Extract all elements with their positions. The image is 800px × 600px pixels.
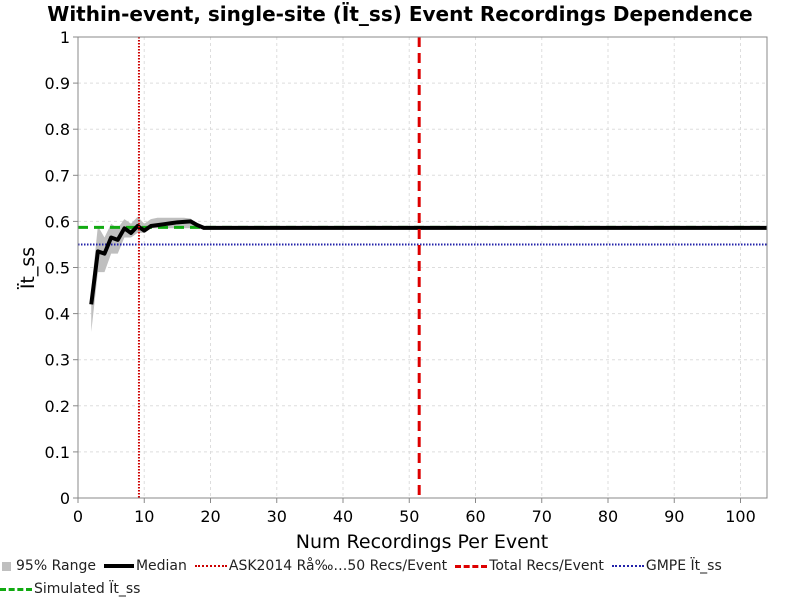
x-tick-label: 0 (73, 507, 83, 526)
chart-title: Within-event, single-site (Ït_ss) Event … (47, 2, 753, 26)
x-axis-label: Num Recordings Per Event (296, 531, 549, 553)
y-tick-label: 0.1 (45, 443, 70, 462)
legend-swatch-simulated (0, 582, 32, 596)
y-tick-label: 1 (60, 28, 70, 47)
legend-label-ask2014: ASK2014 Rå‰…50 Recs/Event (228, 558, 448, 574)
legend-swatch-range (0, 559, 32, 573)
y-tick-label: 0.5 (45, 259, 70, 278)
legend-swatch-ask2014 (194, 559, 227, 573)
y-axis-label: Ït_ss (16, 247, 39, 289)
legend-swatch-total-recs (455, 559, 488, 573)
x-tick-label: 40 (333, 507, 353, 526)
x-tick-label: 100 (725, 507, 756, 526)
x-tick-label: 60 (465, 507, 485, 526)
legend-swatch-gmpe (611, 559, 644, 573)
y-tick-label: 0.2 (45, 397, 70, 416)
x-tick-label: 20 (200, 507, 220, 526)
legend-label-total-recs: Total Recs/Event (489, 558, 604, 574)
legend-label-median: Median (135, 558, 187, 574)
legend-label-range: 95% Range (16, 558, 96, 574)
legend-label-gmpe: GMPE Ït_ss (645, 558, 722, 574)
legend-row-2: Simulated Ït_ss (0, 578, 148, 600)
chart-plot: 0 10 20 30 40 50 60 70 80 90 100 0 0.1 0.2 0.3 0.4 0.5 0.… (16, 28, 768, 553)
y-tick-label: 0.6 (45, 212, 70, 231)
y-tick-label: 0.3 (45, 351, 70, 370)
legend-item-median: Median (103, 558, 187, 574)
y-tick-label: 0.8 (45, 120, 70, 139)
y-tick-label: 0.7 (45, 166, 70, 185)
legend-swatch-median (103, 559, 134, 573)
legend-item-gmpe: GMPE Ït_ss (611, 558, 722, 574)
y-tick-label: 0 (60, 489, 70, 508)
legend-row-1: 95% Range Median ASK2014 Rå‰…50 Recs/Eve… (0, 555, 730, 577)
x-tick-label: 50 (399, 507, 419, 526)
legend-item-total-recs: Total Recs/Event (455, 558, 604, 574)
x-tick-label: 70 (532, 507, 552, 526)
y-tick-label: 0.9 (45, 74, 70, 93)
median-line (89, 219, 767, 305)
legend-item-ask2014: ASK2014 Rå‰…50 Recs/Event (194, 558, 448, 574)
x-tick-label: 10 (134, 507, 154, 526)
x-tick-label: 90 (664, 507, 684, 526)
x-tick-label: 30 (267, 507, 287, 526)
range-band (91, 216, 767, 333)
y-tick-label: 0.4 (45, 305, 70, 324)
legend-item-simulated: Simulated Ït_ss (0, 581, 140, 597)
x-tick-label: 80 (598, 507, 618, 526)
legend-item-range: 95% Range (0, 558, 96, 574)
legend-label-simulated: Simulated Ït_ss (34, 581, 141, 597)
